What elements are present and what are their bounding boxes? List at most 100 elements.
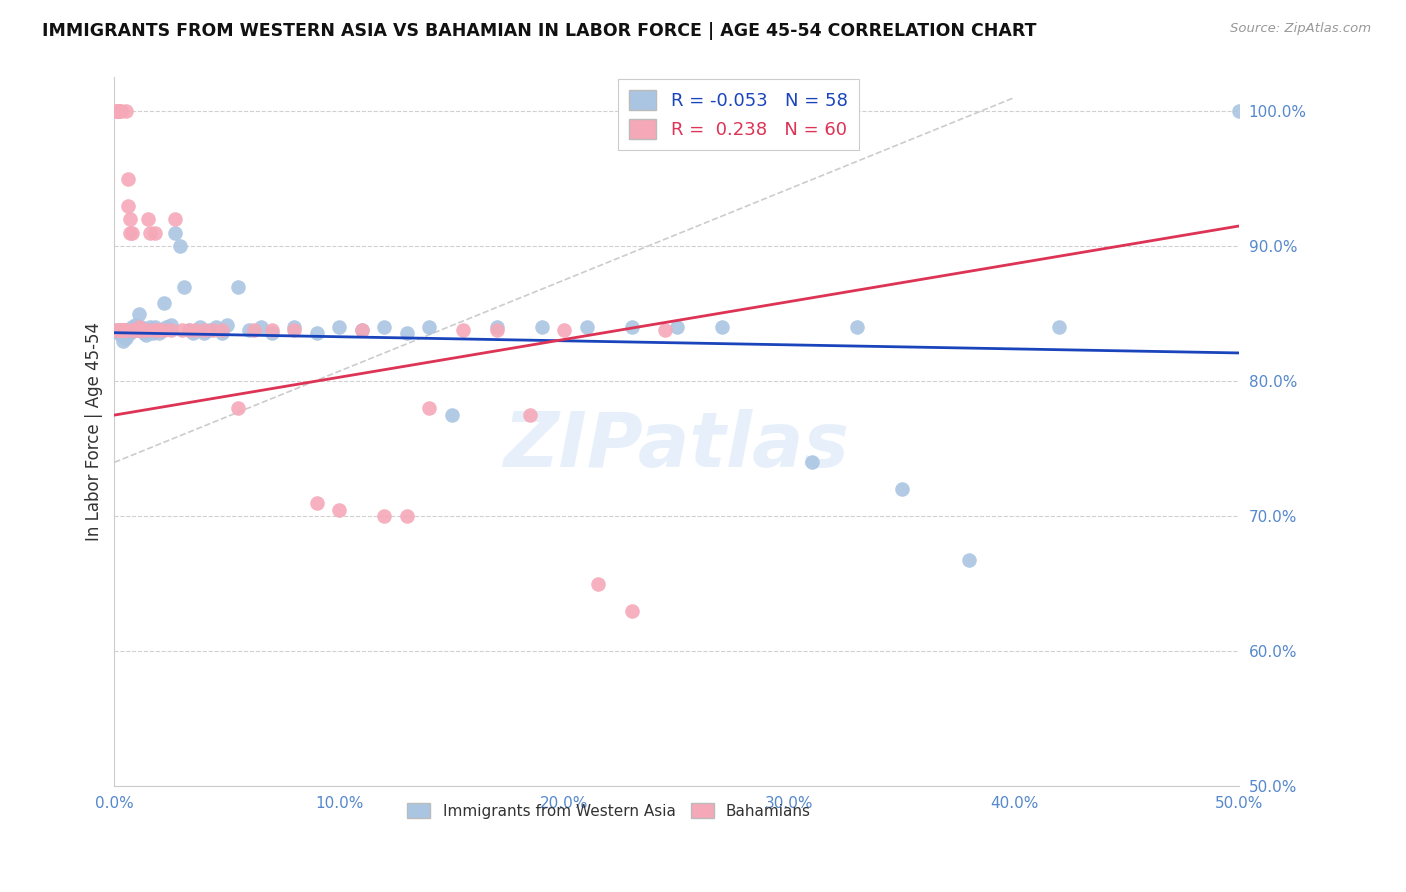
Point [125,323,148,337]
Point [1227,104,1250,119]
Point [132,323,155,337]
Point [215,318,238,332]
Point [159,323,181,337]
Point [350,323,373,337]
Point [226,279,249,293]
Point [373,320,395,334]
Point [395,509,418,524]
Point [328,502,350,516]
Point [128,320,150,334]
Point [243,323,266,337]
Point [188,320,211,334]
Point [153,323,176,337]
Legend: Immigrants from Western Asia, Bahamians: Immigrants from Western Asia, Bahamians [401,797,817,825]
Point [202,323,225,337]
Point [112,323,135,337]
Point [132,326,155,340]
Point [800,455,823,469]
Point [135,323,157,337]
Point [108,104,131,119]
Point [165,212,187,227]
Point [155,320,177,334]
Point [169,239,191,253]
Point [117,323,139,337]
Point [150,323,173,337]
Point [136,323,159,337]
Point [153,296,176,310]
Point [260,323,283,337]
Point [193,326,215,340]
Point [204,320,226,334]
Point [485,323,508,337]
Point [114,323,136,337]
Point [117,199,139,213]
Point [283,323,305,337]
Point [124,323,146,337]
Point [112,323,135,337]
Point [131,320,153,334]
Point [283,320,305,334]
Point [110,323,132,337]
Point [143,320,166,334]
Point [148,323,170,337]
Point [395,326,418,340]
Point [136,212,159,227]
Point [165,226,187,240]
Point [198,323,221,337]
Point [108,323,131,337]
Point [260,326,283,340]
Point [121,226,143,240]
Point [226,401,249,416]
Point [665,320,688,334]
Point [451,323,474,337]
Point [143,226,166,240]
Point [440,408,463,422]
Text: Source: ZipAtlas.com: Source: ZipAtlas.com [1230,22,1371,36]
Point [575,320,598,334]
Point [117,171,139,186]
Point [120,326,142,340]
Point [211,323,233,337]
Point [135,328,157,343]
Point [519,408,541,422]
Point [159,318,181,332]
Point [373,509,395,524]
Point [710,320,733,334]
Point [120,226,142,240]
Point [238,323,260,337]
Point [114,331,136,345]
Point [170,323,193,337]
Point [350,323,373,337]
Point [957,552,980,566]
Point [125,323,148,337]
Point [105,104,128,119]
Point [620,320,643,334]
Point [148,326,170,340]
Point [121,323,143,337]
Point [142,326,165,340]
Point [104,323,127,337]
Point [105,323,128,337]
Point [121,320,143,334]
Point [1047,320,1070,334]
Point [211,326,233,340]
Point [418,320,440,334]
Point [654,323,676,337]
Point [249,320,271,334]
Point [108,104,131,119]
Point [177,323,200,337]
Point [112,334,135,348]
Text: IMMIGRANTS FROM WESTERN ASIA VS BAHAMIAN IN LABOR FORCE | AGE 45-54 CORRELATION : IMMIGRANTS FROM WESTERN ASIA VS BAHAMIAN… [42,22,1036,40]
Point [485,320,508,334]
Point [530,320,553,334]
Point [553,323,575,337]
Y-axis label: In Labor Force | Age 45-54: In Labor Force | Age 45-54 [86,322,103,541]
Point [108,326,131,340]
Point [193,323,215,337]
Point [305,326,328,340]
Text: ZIPatlas: ZIPatlas [503,409,849,483]
Point [105,104,128,119]
Point [110,323,132,337]
Point [305,496,328,510]
Point [173,279,195,293]
